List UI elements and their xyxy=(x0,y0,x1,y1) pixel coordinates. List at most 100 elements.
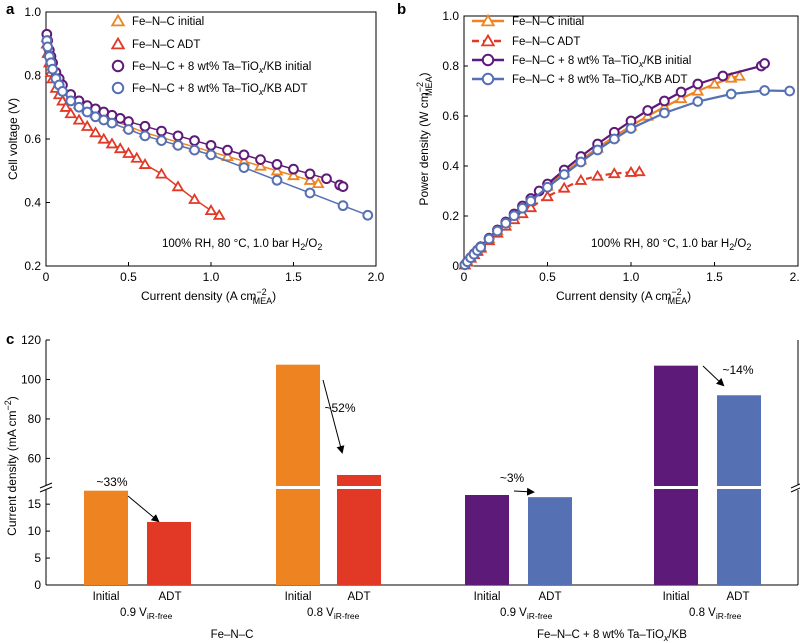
panel-b-ylabel-sup: −2 xyxy=(415,82,425,92)
panel-c-break-slash-right-2 xyxy=(790,487,800,493)
panel-c-bar-2-1 xyxy=(528,497,572,585)
panel-a-point xyxy=(304,168,316,180)
panel-c-condition-2: 0.9 ViR-free xyxy=(500,607,553,621)
panel-a-point xyxy=(271,174,283,186)
panel-b-point xyxy=(517,202,528,214)
panel-b-point xyxy=(674,92,688,104)
panel-c-bar-1-0 xyxy=(276,364,320,585)
panel-c-ytick-label: 0 xyxy=(34,578,41,592)
panel-b-legend-label-3-main: Fe–N–C + 8 wt% Ta–TiO xyxy=(512,74,639,86)
panel-c-bar-label-0-0: Initial xyxy=(93,591,120,603)
panel-a-point xyxy=(172,139,184,151)
panel-a-annotation-sub1: 2 xyxy=(300,242,305,252)
panel-b-xtick-label: 1.5 xyxy=(706,270,723,284)
panel-c-change-0: ~33% xyxy=(96,475,127,489)
panel-a-point xyxy=(138,158,152,169)
panel-c-ytick-label: 80 xyxy=(28,412,42,426)
panel-a-point xyxy=(105,137,119,149)
panel-b-annotation-sub2: 2 xyxy=(746,242,751,252)
panel-b-point xyxy=(592,144,603,156)
panel-a-point xyxy=(303,173,317,185)
panel-b-ytick-label: 0.2 xyxy=(442,209,459,223)
panel-a-legend-label-3: Fe–N–C + 8 wt% Ta–TiOx/KB ADT xyxy=(132,83,307,97)
panel-c-change-1: ~52% xyxy=(324,401,355,415)
panel-b-point xyxy=(541,190,554,202)
panel-c-bar-0-1 xyxy=(147,521,191,585)
panel-a-point xyxy=(130,151,144,163)
panel-a-point xyxy=(362,209,374,221)
panel-a-point xyxy=(271,159,283,170)
panel-a-point xyxy=(106,117,118,129)
panel-c-arrow-2 xyxy=(513,487,535,496)
panel-a-legend-marker-0 xyxy=(110,13,126,27)
panel-c-condition-1-main: 0.8 V xyxy=(307,607,334,619)
panel-a-point xyxy=(156,125,167,137)
panel-b-point xyxy=(524,201,538,213)
panel-a-legend-markers xyxy=(110,13,126,95)
panel-b-xlabel-main: Current density (A cm xyxy=(556,289,671,303)
panel-a-point xyxy=(65,95,77,107)
panel-b-point xyxy=(575,156,587,168)
panel-c-ylabel-end: ) xyxy=(5,396,19,400)
panel-b-xlabel-sup: −2 xyxy=(671,287,681,297)
panel-c-axes: 0 5 10 15 60 80 100 120 xyxy=(21,333,50,592)
panel-b-xtick-label: 1.0 xyxy=(623,270,640,284)
panel-a-xlabel-sub: MEA xyxy=(253,296,273,306)
panel-c-ytick-label: 120 xyxy=(21,333,41,347)
panel-c-bar-break-1-1 xyxy=(336,486,382,489)
panel-c-ylabel: Current density (mA cm−2) xyxy=(3,396,19,536)
panel-a-point xyxy=(205,149,217,161)
panel-b-ylabel-main: Power density (W cm xyxy=(417,92,431,205)
panel-c-condition-2-sub: iR-free xyxy=(527,611,553,621)
panel-a-point xyxy=(171,180,185,192)
panel-a-legend-label-2-sub: x xyxy=(258,65,264,75)
panel-a-legend-label-1: Fe–N–C ADT xyxy=(132,39,200,51)
panel-b-point xyxy=(759,58,770,69)
panel-a-point xyxy=(188,192,201,204)
panel-b-point xyxy=(508,210,520,222)
panel-b-point xyxy=(492,225,503,237)
panel-c-material-1-end: /KB xyxy=(668,629,687,641)
panel-a-legend-label-3-end: /KB ADT xyxy=(263,83,307,95)
panel-b-point xyxy=(717,70,729,82)
panel-a-xtick-label: 0.5 xyxy=(120,270,137,284)
panel-a-point xyxy=(139,130,151,142)
panel-b-ytick-label: 0.4 xyxy=(442,159,459,173)
panel-b-point xyxy=(725,88,737,100)
panel-c-ytick-label: 5 xyxy=(34,551,41,565)
panel-c-change-arrows xyxy=(127,365,725,523)
panel-a-xtick-label: 2.0 xyxy=(368,270,385,284)
panel-c-ylabel-main: Current density (mA cm xyxy=(5,410,19,535)
panel-b-point xyxy=(759,85,770,96)
panel-a-ytick-label: 0.4 xyxy=(24,196,41,210)
panel-c-letter: c xyxy=(6,331,14,348)
panel-a-plot-frame xyxy=(45,11,377,267)
panel-b-xtick-label: 0.5 xyxy=(539,270,556,284)
panel-b-annotation-mid: /O xyxy=(734,238,746,250)
panel-c-chart: 0 5 10 15 60 80 100 120 Current density (mA cm−… xyxy=(3,333,800,643)
panel-c-bar-3-1 xyxy=(717,395,761,585)
panel-c-bar-label-0-1: ADT xyxy=(159,591,182,603)
panel-c-axis-break xyxy=(39,482,800,493)
panel-a-annotation-mid: /O xyxy=(305,238,317,250)
panel-b-annotation: 100% RH, 80 °C, 1.0 bar H2/O2 xyxy=(591,238,751,252)
panel-a-point xyxy=(311,177,325,189)
panel-a-point xyxy=(212,208,226,220)
panel-b-point xyxy=(558,169,570,180)
panel-c-material-1-main: Fe–N–C + 8 wt% Ta–TiO xyxy=(537,629,664,641)
panel-b-axes: 0 0.5 1.0 1.5 2.0 0 0.2 0.4 0.6 0.8 1.0 xyxy=(442,9,800,284)
panel-b-xlabel-sub: MEA xyxy=(668,296,688,306)
panel-b-ytick-label: 0.6 xyxy=(442,109,459,123)
panel-b-legend-marker-0 xyxy=(480,13,496,27)
panel-b-legend: Fe–N–C initial Fe–N–C ADT Fe–N–C + 8 wt%… xyxy=(472,13,691,88)
panel-a-point xyxy=(254,159,267,171)
panel-b-legend-label-3-end: /KB ADT xyxy=(643,74,687,86)
panel-b-point xyxy=(607,167,621,179)
panel-b-point xyxy=(625,123,637,134)
panel-a-series xyxy=(40,28,374,221)
panel-a-annotation-sub2: 2 xyxy=(317,242,322,252)
panel-a-point xyxy=(238,149,250,161)
panel-b-point xyxy=(659,107,670,119)
panel-c-ytick-label: 100 xyxy=(21,372,41,386)
panel-c-bar-label-2-0: Initial xyxy=(474,591,501,603)
